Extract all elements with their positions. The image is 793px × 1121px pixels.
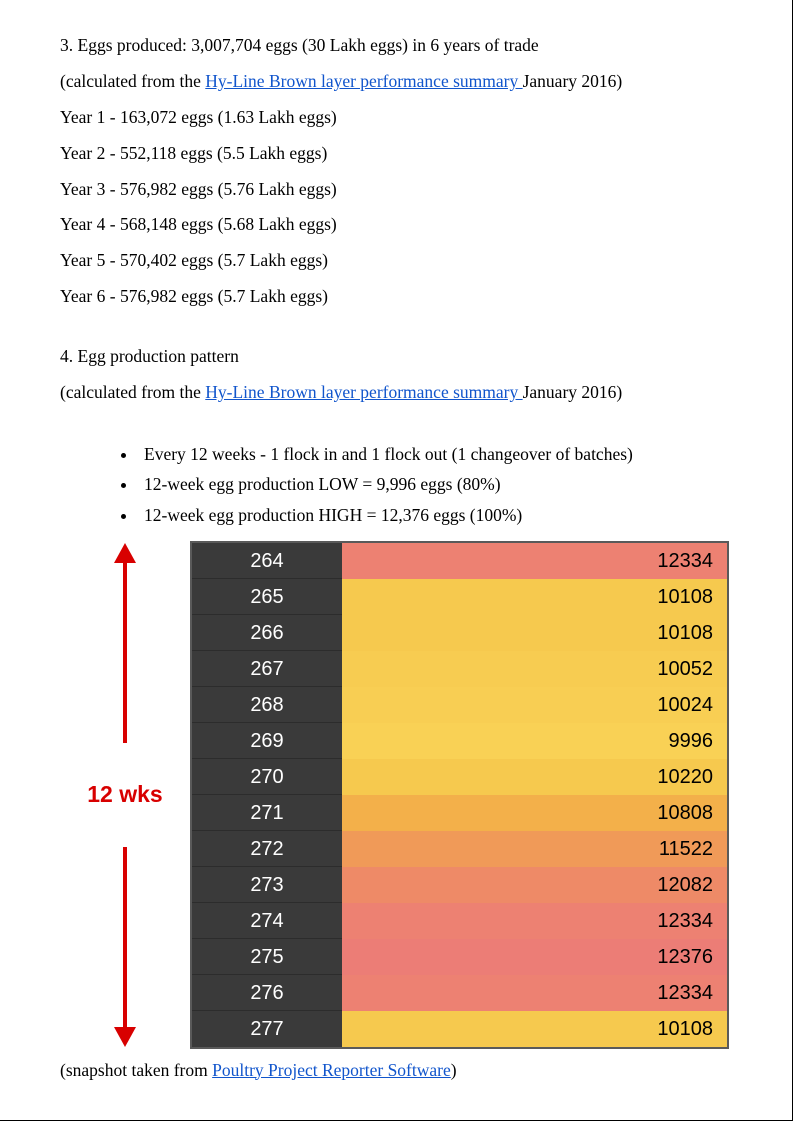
bullet-item: Every 12 weeks - 1 flock in and 1 flock …	[138, 439, 744, 470]
chart-arrow-label: 12 wks	[87, 771, 162, 818]
hyline-link-2[interactable]: Hy-Line Brown layer performance summary	[205, 382, 522, 402]
chart-value-cell: 10052	[342, 651, 727, 687]
production-chart: 12 wks 264265266267268269270271272273274…	[60, 541, 744, 1049]
chart-value-cell: 12334	[342, 543, 727, 579]
chart-value-cell: 12334	[342, 975, 727, 1011]
chart-index-cell: 267	[192, 651, 342, 687]
chart-index-cell: 272	[192, 831, 342, 867]
chart-value-cell: 12376	[342, 939, 727, 975]
chart-value-cell: 10108	[342, 615, 727, 651]
chart-index-cell: 277	[192, 1011, 342, 1047]
year-line: Year 1 - 163,072 eggs (1.63 Lakh eggs)	[60, 100, 744, 136]
document-page: 3. Eggs produced: 3,007,704 eggs (30 Lak…	[0, 0, 793, 1121]
poultry-link[interactable]: Poultry Project Reporter Software	[212, 1060, 451, 1080]
chart-index-cell: 271	[192, 795, 342, 831]
section4-calc-suffix: January 2016)	[523, 382, 623, 402]
section3-calc-suffix: January 2016)	[523, 71, 623, 91]
chart-index-cell: 265	[192, 579, 342, 615]
chart-index-cell: 268	[192, 687, 342, 723]
section3-calc-prefix: (calculated from the	[60, 71, 205, 91]
chart-value-cell: 10808	[342, 795, 727, 831]
chart-index-cell: 269	[192, 723, 342, 759]
year-line: Year 4 - 568,148 eggs (5.68 Lakh eggs)	[60, 207, 744, 243]
year-line: Year 3 - 576,982 eggs (5.76 Lakh eggs)	[60, 172, 744, 208]
chart-index-cell: 264	[192, 543, 342, 579]
chart-index-cell: 275	[192, 939, 342, 975]
chart-value-column: 1233410108101081005210024999610220108081…	[342, 543, 727, 1047]
chart-value-cell: 10220	[342, 759, 727, 795]
section4-bullets: Every 12 weeks - 1 flock in and 1 flock …	[60, 439, 744, 531]
year-line: Year 6 - 576,982 eggs (5.7 Lakh eggs)	[60, 279, 744, 315]
section4-calc-prefix: (calculated from the	[60, 382, 205, 402]
bullet-item: 12-week egg production HIGH = 12,376 egg…	[138, 500, 744, 531]
snapshot-prefix: (snapshot taken from	[60, 1060, 212, 1080]
section4-title: 4. Egg production pattern	[60, 339, 744, 375]
snapshot-line: (snapshot taken from Poultry Project Rep…	[60, 1053, 744, 1089]
section4-source-line: (calculated from the Hy-Line Brown layer…	[60, 375, 744, 411]
chart-value-cell: 9996	[342, 723, 727, 759]
chart-index-cell: 270	[192, 759, 342, 795]
section3-source-line: (calculated from the Hy-Line Brown layer…	[60, 64, 744, 100]
chart-index-cell: 276	[192, 975, 342, 1011]
chart-value-cell: 10108	[342, 1011, 727, 1047]
chart-index-cell: 273	[192, 867, 342, 903]
chart-index-cell: 266	[192, 615, 342, 651]
arrow-up-icon	[110, 543, 140, 743]
chart-value-cell: 11522	[342, 831, 727, 867]
chart-value-cell: 10024	[342, 687, 727, 723]
chart-index-column: 2642652662672682692702712722732742752762…	[192, 543, 342, 1047]
hyline-link-1[interactable]: Hy-Line Brown layer performance summary	[205, 71, 522, 91]
chart-value-cell: 12082	[342, 867, 727, 903]
chart-table: 2642652662672682692702712722732742752762…	[190, 541, 729, 1049]
year-line: Year 5 - 570,402 eggs (5.7 Lakh eggs)	[60, 243, 744, 279]
bullet-item: 12-week egg production LOW = 9,996 eggs …	[138, 469, 744, 500]
section3-title: 3. Eggs produced: 3,007,704 eggs (30 Lak…	[60, 28, 744, 64]
year-line: Year 2 - 552,118 eggs (5.5 Lakh eggs)	[60, 136, 744, 172]
chart-index-cell: 274	[192, 903, 342, 939]
chart-value-cell: 12334	[342, 903, 727, 939]
chart-value-cell: 10108	[342, 579, 727, 615]
chart-arrow-column: 12 wks	[60, 541, 190, 1049]
snapshot-suffix: )	[451, 1060, 457, 1080]
arrow-down-icon	[110, 847, 140, 1047]
